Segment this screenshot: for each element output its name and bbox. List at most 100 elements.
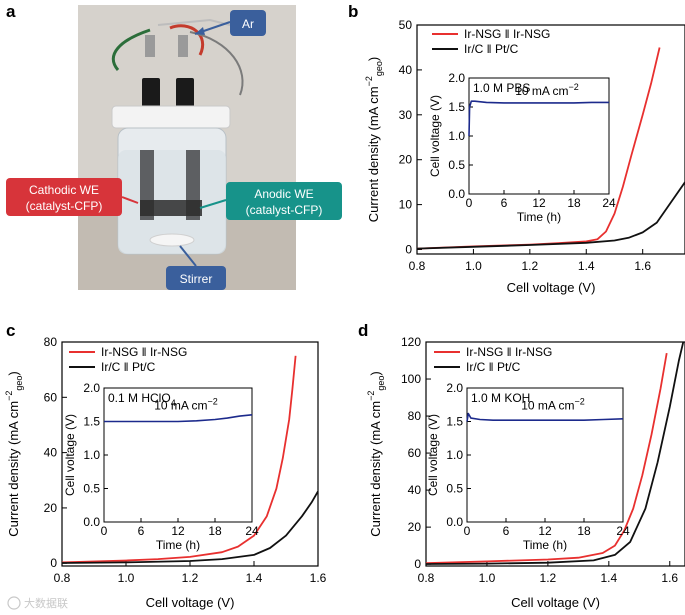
cathode-label-1: Cathodic WE: [29, 183, 99, 197]
y-tick-label: 0: [414, 557, 421, 571]
series-line-ir-nsg: [426, 352, 668, 565]
x-tick-label: 1.6: [634, 259, 651, 273]
annotation-text: 10 mA cm: [515, 84, 568, 98]
inset-chart: 0 6 12 18 24 0.0 0.5 1.0 1.5 2.0 Time (h) Cell volt…: [428, 71, 616, 224]
inset-y-tick-label: 0.0: [83, 515, 100, 529]
connector-right: [176, 78, 194, 110]
y-axis-label-close: ): [6, 371, 21, 375]
y-tick-label: 50: [399, 18, 413, 32]
panel-a-letter: a: [6, 2, 16, 21]
y-tick-label: 20: [399, 153, 413, 167]
annotation-exponent: −2: [575, 397, 585, 407]
y-axis-label-close: ): [366, 57, 381, 61]
y-tick-label: 0: [50, 556, 57, 570]
inset-y-tick-label: 0.0: [446, 515, 463, 529]
inset-frame: [466, 387, 624, 523]
y-tick-label: 0: [405, 243, 412, 257]
y-axis-label-exp: −2: [366, 391, 376, 401]
y-tick-label: 60: [44, 390, 58, 404]
x-tick-label: 1.4: [246, 571, 263, 585]
y-tick-label: 30: [399, 108, 413, 122]
x-tick-label: 1.6: [661, 571, 678, 585]
y-axis-label-sub: geo: [14, 376, 24, 391]
inset-y-tick-label: 1.0: [446, 448, 463, 462]
inset-x-tick-label: 12: [171, 524, 185, 538]
legend-label: Ir/C ǁ Pt/C: [464, 42, 519, 56]
inset-y-tick-label: 0.5: [446, 482, 463, 496]
y-tick-label: 20: [408, 520, 422, 534]
inset-y-axis-label: Cell voltage (V): [426, 414, 440, 496]
inset-annotation: 10 mA cm−2: [521, 397, 585, 413]
inset-electrolyte-label: 1.0 M PBS: [473, 81, 530, 95]
y-tick-label: 100: [401, 372, 421, 386]
panel-d-letter: d: [358, 321, 368, 340]
x-tick-label: 1.0: [479, 571, 496, 585]
stirrer-box: [166, 266, 226, 290]
inset-voltage-trace: [104, 414, 253, 423]
inset-x-tick-label: 0: [464, 524, 471, 538]
arrow-ar-head: [195, 27, 205, 35]
electrolyte-text: 1.0 M PBS: [473, 81, 530, 95]
annotation-exponent: −2: [208, 397, 218, 407]
callout-anode: Anodic WE (catalyst-CFP): [199, 182, 342, 220]
legend-label: Ir-NSG ǁ Ir-NSG: [464, 27, 550, 41]
inset-x-tick-label: 12: [538, 524, 552, 538]
inset-y-tick-label: 1.5: [448, 100, 465, 114]
inset-x-axis-label: Time (h): [517, 210, 561, 224]
inset-annotation: 10 mA cm−2: [515, 82, 579, 98]
watermark-text: 大数据联: [24, 596, 68, 610]
x-tick-label: 0.8: [418, 571, 435, 585]
inset-x-tick-label: 18: [577, 524, 591, 538]
arrow-anode: [199, 199, 227, 209]
y-axis-label: Current density (mA cm−2geo): [364, 57, 384, 222]
arrow-cathode: [121, 196, 139, 204]
y-axis-label-main: Current density (mA cm: [368, 401, 383, 537]
inset-voltage-trace: [468, 100, 609, 137]
x-tick-label: 1.4: [578, 259, 595, 273]
legend-label: Ir-NSG ǁ Ir-NSG: [466, 345, 552, 359]
inset-electrolyte-label: 1.0 M KOH: [471, 391, 530, 405]
inset-annotation: 10 mA cm−2: [154, 397, 218, 413]
x-tick-label: 1.6: [310, 571, 327, 585]
y-axis-label-exp: −2: [364, 76, 374, 86]
cathode-label-2: (catalyst-CFP): [26, 199, 103, 213]
inset-x-tick-label: 24: [616, 524, 630, 538]
y-axis-label-main: Current density (mA cm: [6, 401, 21, 537]
inset-x-tick-label: 24: [245, 524, 259, 538]
y-tick-label: 20: [44, 501, 58, 515]
x-tick-label: 1.0: [465, 259, 482, 273]
inset-y-axis-label: Cell voltage (V): [428, 95, 442, 177]
inset-x-tick-label: 6: [138, 524, 145, 538]
inset-y-tick-label: 1.5: [446, 415, 463, 429]
inset-y-tick-label: 0.0: [448, 187, 465, 201]
inset-chart: 0 6 12 18 24 0.0 0.5 1.0 1.5 2.0 Time (h) Cell volt…: [426, 381, 630, 552]
x-tick-label: 1.0: [118, 571, 135, 585]
inset-y-tick-label: 2.0: [83, 381, 100, 395]
callout-cathode: Cathodic WE (catalyst-CFP): [6, 178, 139, 216]
ar-label: Ar: [242, 17, 254, 31]
y-tick-label: 80: [408, 409, 422, 423]
inset-x-tick-label: 12: [532, 196, 546, 210]
plot-frame: [425, 341, 685, 567]
cathode-box: [6, 178, 122, 216]
x-tick-label: 0.8: [409, 259, 426, 273]
y-tick-label: 80: [44, 335, 58, 349]
chart-b: 0.8 1.0 1.2 1.4 1.6 0 10 20 30 40 50 Cell voltage (…: [364, 18, 685, 295]
y-tick-label: 60: [408, 446, 422, 460]
y-axis-label-close: ): [368, 371, 383, 375]
electrolyte-text: 0.1 M HClO: [108, 391, 171, 405]
y-tick-label: 120: [401, 335, 421, 349]
anode-label-1: Anodic WE: [254, 187, 313, 201]
x-tick-label: 0.8: [54, 571, 71, 585]
inset-y-tick-label: 2.0: [446, 381, 463, 395]
inset-frame: [103, 387, 253, 523]
legend-label: Ir-NSG ǁ Ir-NSG: [101, 345, 187, 359]
callout-stirrer: Stirrer: [166, 245, 226, 290]
series-line-ir-nsg: [62, 355, 297, 564]
panel-c-letter: c: [6, 321, 15, 340]
inset-y-tick-label: 0.5: [83, 482, 100, 496]
clip-right: [178, 35, 188, 57]
